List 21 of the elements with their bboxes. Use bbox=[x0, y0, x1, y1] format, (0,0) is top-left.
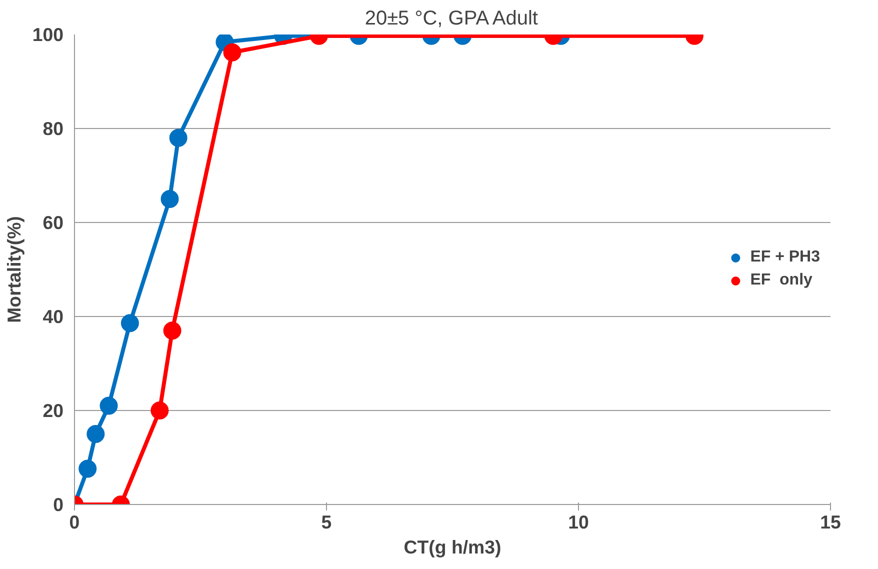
chart-title: 20±5 °C, GPA Adult bbox=[364, 8, 538, 30]
y-axis-title: Mortality(%) bbox=[3, 216, 24, 323]
point bbox=[78, 460, 97, 478]
legend-label: EF only bbox=[750, 272, 812, 290]
point bbox=[100, 396, 118, 415]
point bbox=[163, 322, 182, 340]
point bbox=[86, 425, 105, 443]
y-tick-label: 80 bbox=[42, 118, 64, 139]
y-tick-label: 0 bbox=[53, 494, 64, 515]
point bbox=[120, 314, 139, 332]
x-tick-label: 10 bbox=[568, 512, 589, 532]
x-tick-label: 5 bbox=[321, 512, 332, 532]
y-tick-label: 60 bbox=[42, 212, 64, 233]
legend-label: EF + PH3 bbox=[750, 248, 820, 266]
y-tick-label: 20 bbox=[42, 400, 64, 421]
y-tick-label: 40 bbox=[42, 306, 64, 327]
point bbox=[150, 402, 169, 420]
x-axis-title: CT(g h/m3) bbox=[404, 536, 502, 558]
y-tick-label: 100 bbox=[32, 24, 64, 45]
x-tick-label: 15 bbox=[820, 512, 841, 532]
x-tick-label: 0 bbox=[69, 512, 80, 532]
